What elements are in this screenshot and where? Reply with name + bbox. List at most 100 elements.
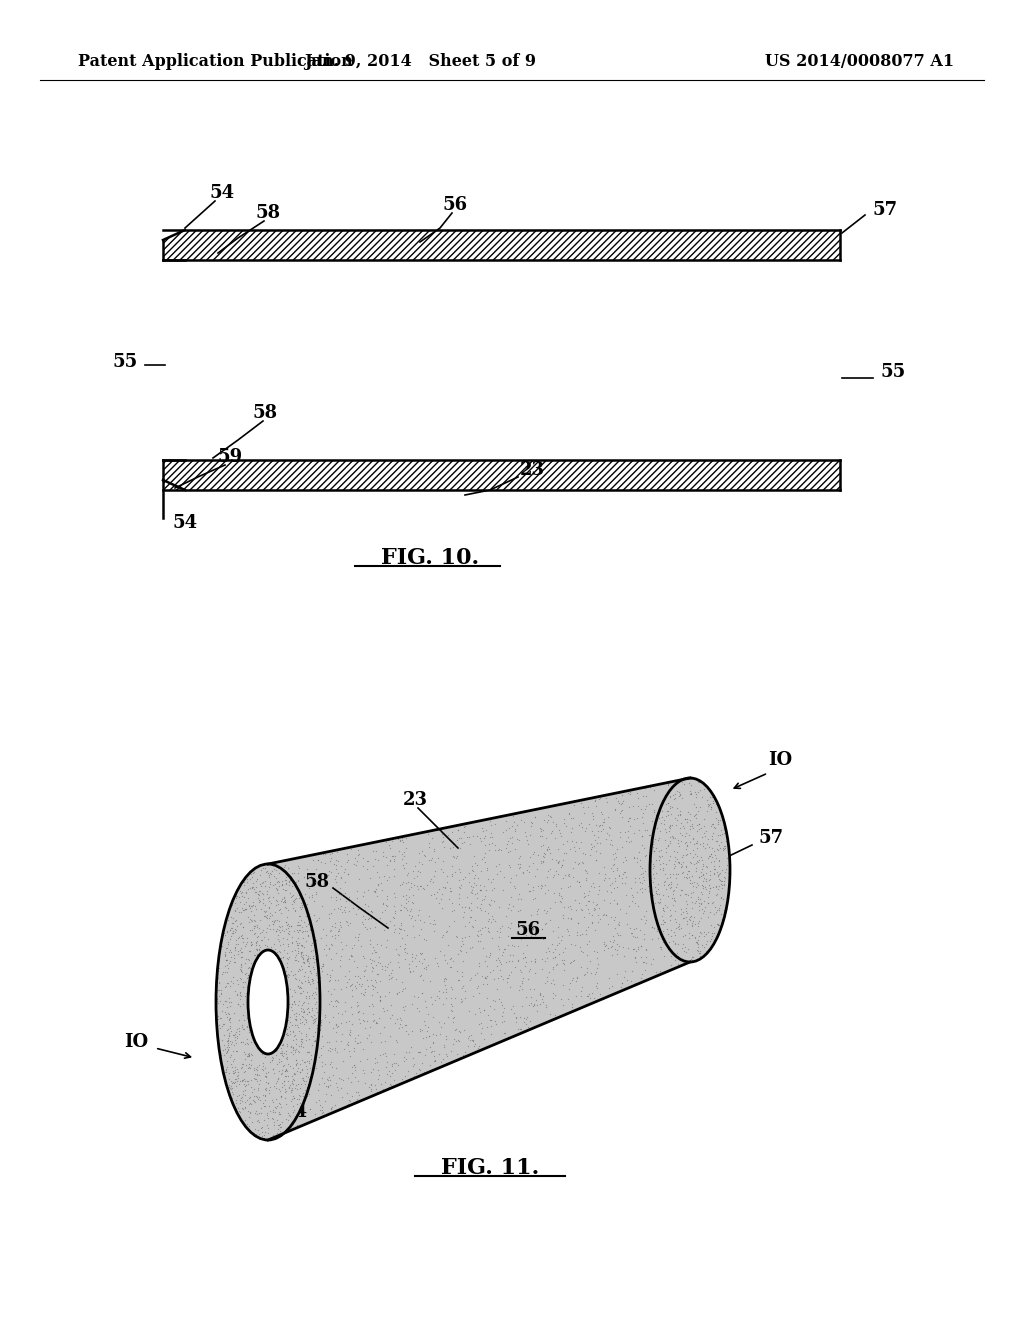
- Point: [652, 913, 669, 935]
- Point: [683, 853, 699, 874]
- Point: [690, 899, 707, 920]
- Point: [716, 822, 732, 843]
- Point: [395, 871, 412, 892]
- Point: [285, 1073, 301, 1094]
- Point: [662, 816, 678, 837]
- Point: [442, 957, 459, 978]
- Point: [289, 1015, 305, 1036]
- Point: [709, 883, 725, 904]
- Point: [275, 921, 292, 942]
- Point: [278, 1094, 294, 1115]
- Point: [393, 828, 410, 849]
- Point: [300, 966, 316, 987]
- Point: [270, 940, 287, 961]
- Point: [535, 834, 551, 855]
- Point: [452, 1047, 468, 1068]
- Point: [555, 867, 571, 888]
- Point: [461, 911, 477, 932]
- Point: [570, 871, 587, 892]
- Point: [479, 973, 496, 994]
- Point: [465, 916, 481, 937]
- Point: [246, 917, 262, 939]
- Point: [466, 1034, 482, 1055]
- Point: [257, 1077, 273, 1098]
- Point: [680, 813, 696, 834]
- Point: [711, 855, 727, 876]
- Point: [365, 1010, 381, 1031]
- Point: [242, 1057, 258, 1078]
- Point: [456, 933, 472, 954]
- Point: [340, 863, 356, 884]
- Point: [228, 1027, 245, 1048]
- Point: [467, 884, 483, 906]
- Point: [279, 1035, 295, 1056]
- Point: [344, 1085, 360, 1106]
- Point: [288, 931, 304, 952]
- Point: [654, 883, 671, 904]
- Point: [233, 1016, 250, 1038]
- Point: [219, 1057, 236, 1078]
- Point: [282, 978, 298, 999]
- Point: [354, 906, 371, 927]
- Point: [396, 999, 413, 1020]
- Point: [289, 913, 305, 935]
- Point: [566, 795, 583, 816]
- Point: [299, 1081, 315, 1102]
- Point: [224, 1056, 241, 1077]
- Point: [340, 1011, 356, 1032]
- Point: [555, 904, 571, 925]
- Point: [656, 871, 673, 892]
- Point: [332, 1067, 348, 1088]
- Point: [294, 1007, 310, 1028]
- Point: [242, 1104, 258, 1125]
- Point: [248, 1059, 264, 1080]
- Point: [392, 900, 409, 921]
- Point: [324, 1057, 340, 1078]
- Point: [397, 1041, 414, 1063]
- Point: [305, 975, 322, 997]
- Point: [316, 1073, 333, 1094]
- Point: [425, 1023, 441, 1044]
- Point: [438, 871, 455, 892]
- Point: [286, 1063, 302, 1084]
- Point: [702, 796, 719, 817]
- Point: [285, 1065, 301, 1086]
- Point: [495, 969, 511, 990]
- Point: [325, 1018, 341, 1039]
- Point: [322, 843, 338, 865]
- Point: [642, 871, 658, 892]
- Point: [447, 925, 464, 946]
- Point: [295, 1086, 311, 1107]
- Point: [674, 937, 690, 958]
- Point: [323, 1098, 339, 1119]
- Point: [241, 912, 257, 933]
- Point: [257, 1045, 273, 1067]
- Point: [682, 873, 698, 894]
- Point: [294, 935, 310, 956]
- Point: [508, 865, 524, 886]
- Point: [411, 1001, 427, 1022]
- Point: [268, 1077, 285, 1098]
- Point: [212, 1018, 228, 1039]
- Point: [506, 935, 522, 956]
- Point: [637, 878, 653, 899]
- Point: [663, 846, 679, 867]
- Point: [660, 817, 677, 838]
- Point: [438, 952, 455, 973]
- Point: [519, 1016, 536, 1038]
- Point: [391, 921, 408, 942]
- Point: [266, 1076, 283, 1097]
- Point: [654, 899, 671, 920]
- Point: [587, 789, 603, 810]
- Point: [714, 870, 730, 891]
- Point: [249, 927, 265, 948]
- Point: [364, 974, 380, 995]
- Point: [392, 830, 409, 851]
- Point: [279, 965, 295, 986]
- Point: [367, 1048, 383, 1069]
- Point: [370, 952, 386, 973]
- Point: [334, 1086, 350, 1107]
- Point: [372, 990, 388, 1011]
- Point: [670, 829, 686, 850]
- Point: [452, 858, 468, 879]
